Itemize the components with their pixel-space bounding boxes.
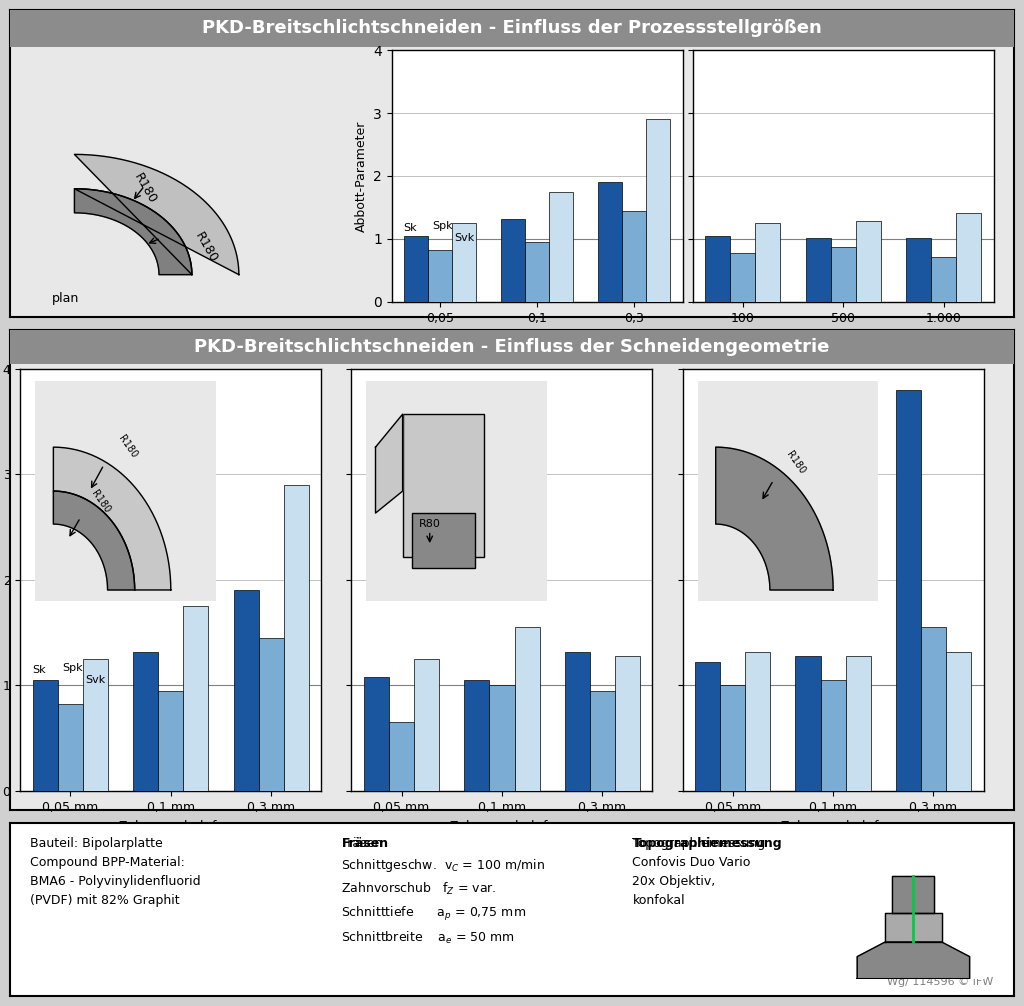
Text: Fräsen
Schnittgeschw.  v$_C$ = 100 m/min
Zahnvorschub   f$_Z$ = var.
Schnitttief: Fräsen Schnittgeschw. v$_C$ = 100 m/min … xyxy=(341,837,546,946)
Text: Fräsen: Fräsen xyxy=(341,837,388,850)
Text: Bauteil: Bipolarplatte
Compound BPP-Material:
BMA6 - Polyvinylidenfluorid
(PVDF): Bauteil: Bipolarplatte Compound BPP-Mate… xyxy=(31,837,201,907)
Text: Wg/ 114596 © IFW: Wg/ 114596 © IFW xyxy=(888,977,993,987)
Text: Topographiemessung
Confovis Duo Vario
20x Objektiv,
konfokal: Topographiemessung Confovis Duo Vario 20… xyxy=(633,837,766,907)
Text: Topographiemessung: Topographiemessung xyxy=(633,837,782,850)
